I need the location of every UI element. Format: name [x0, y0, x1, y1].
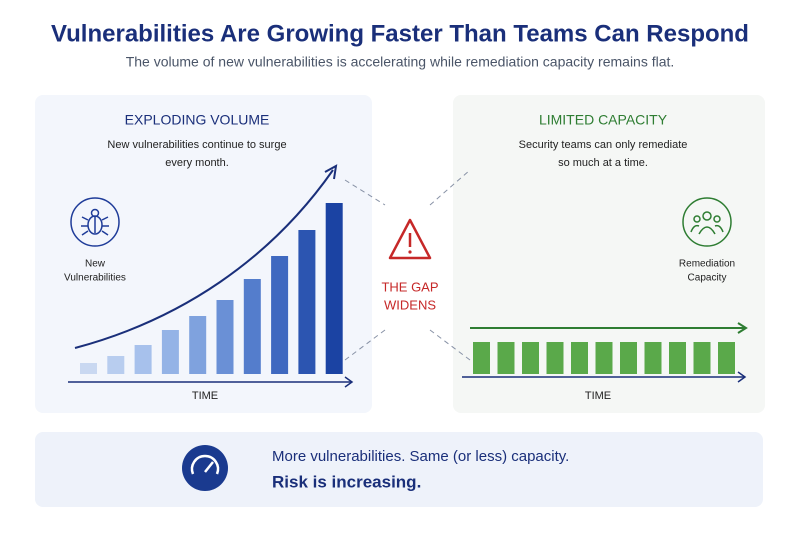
bar [546, 342, 564, 374]
title: Vulnerabilities Are Growing Faster Than … [51, 20, 749, 47]
bar [134, 345, 152, 374]
arrow-head [737, 322, 748, 334]
bar [644, 342, 662, 374]
panel-heading: LIMITED CAPACITY [539, 112, 668, 128]
panel-text: Security teams can only remediate [519, 139, 688, 151]
gap-label: WIDENS [384, 297, 436, 312]
capacity-panel [453, 95, 765, 413]
bug-icon [70, 197, 120, 247]
bar [107, 356, 125, 374]
gauge-glyph [190, 454, 220, 475]
bar [473, 342, 490, 374]
icon-label: Vulnerabilities [64, 273, 126, 284]
bar [571, 342, 588, 374]
icon-label: Capacity [688, 273, 727, 284]
gauge-needle [204, 461, 214, 473]
bar [497, 342, 515, 374]
bar [298, 230, 316, 374]
arrow-head [737, 371, 747, 383]
bar [325, 203, 343, 374]
bar [669, 342, 686, 374]
bar [522, 342, 539, 374]
footer-banner [35, 432, 763, 507]
growth-arrow [74, 169, 334, 349]
team-glyph [690, 211, 724, 235]
panel-heading: EXPLODING VOLUME [125, 112, 270, 128]
footer-text: More vulnerabilities. Same (or less) cap… [272, 448, 569, 465]
footer-text: Risk is increasing. [272, 472, 421, 491]
arrow-head [324, 164, 338, 180]
bar [189, 316, 207, 374]
bar [595, 342, 613, 374]
bug-glyph [81, 208, 109, 236]
bar [620, 342, 637, 374]
dashed-connector [344, 179, 386, 206]
bar [161, 330, 179, 374]
subtitle: The volume of new vulnerabilities is acc… [126, 54, 675, 70]
panel-text: so much at a time. [558, 157, 648, 169]
bar [216, 300, 234, 374]
axis-label: TIME [192, 390, 218, 402]
gauge-icon [182, 445, 228, 491]
axis-label: TIME [585, 390, 611, 402]
bar [718, 342, 735, 374]
warning-icon [388, 218, 432, 260]
arrow-head [344, 376, 354, 388]
warning-dot [408, 250, 412, 254]
bar [243, 279, 261, 374]
panel-text: every month. [165, 157, 229, 169]
bar [693, 342, 711, 374]
bar [80, 363, 97, 374]
icon-label: Remediation [679, 259, 735, 270]
bar [271, 256, 289, 374]
team-icon [682, 197, 732, 247]
panel-text: New vulnerabilities continue to surge [107, 139, 286, 151]
gap-label: THE GAP [381, 279, 438, 294]
icon-label: New [85, 259, 106, 270]
